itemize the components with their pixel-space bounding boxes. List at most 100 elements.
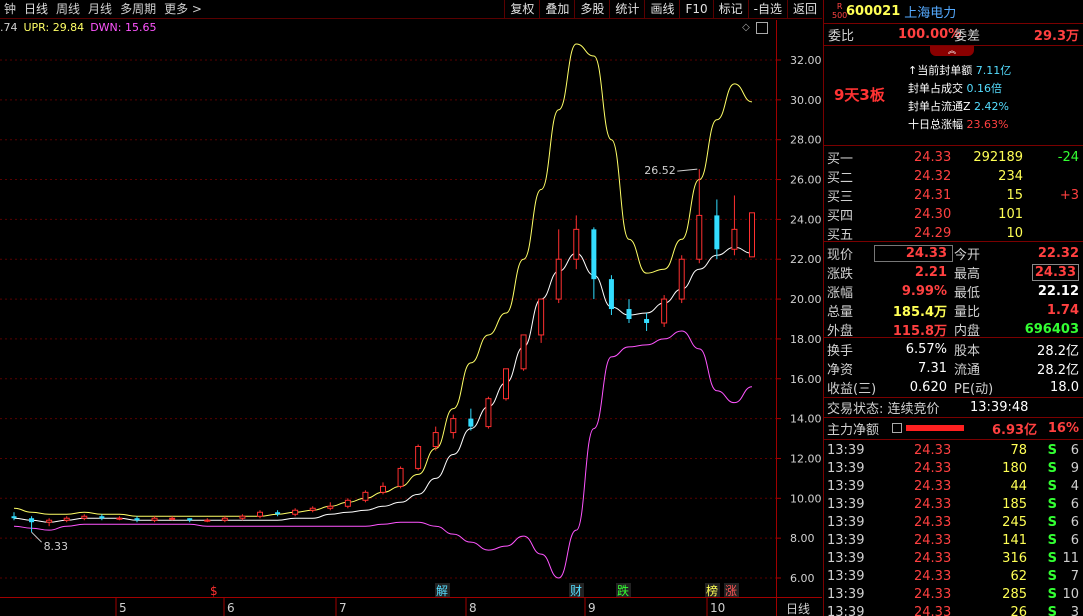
event-marker-bg: [435, 583, 450, 597]
orderbook-row[interactable]: 买四 24.30 101: [824, 205, 1083, 224]
y-tick-label: 8.00: [790, 532, 815, 545]
stock-header: R 500 600021 上海电力: [824, 0, 1083, 24]
tick-price: 24.33: [914, 586, 952, 602]
tick-count: 6: [1070, 514, 1079, 530]
tick-time: 13:39: [827, 514, 865, 530]
period-tab-monthly[interactable]: 月线: [88, 1, 113, 16]
low-price-arrow: [31, 531, 42, 543]
candle-body-up: [81, 515, 88, 519]
maximize-icon[interactable]: [756, 22, 768, 34]
kline-chart[interactable]: 32.00 30.00 28.00 26.00 24.00 22.00 20.00 18.00…: [0, 20, 822, 616]
y-tick-label: 32.00: [790, 54, 822, 67]
period-tabs: 钟 日线 周线 月线 多周期 更多 >: [0, 0, 206, 19]
collapse-icon[interactable]: ︽: [930, 46, 974, 56]
period-tab-minute[interactable]: 钟: [4, 1, 17, 16]
adjust-button[interactable]: 复权: [504, 0, 539, 19]
candle-body-up: [362, 491, 369, 501]
tick-side: S: [1047, 478, 1057, 494]
list-icon[interactable]: [892, 423, 902, 433]
period-tab-weekly[interactable]: 周线: [56, 1, 81, 16]
price-box: [874, 245, 953, 262]
seal-line-value: 23.63%: [966, 118, 1009, 131]
event-marker[interactable]: 财: [570, 584, 582, 598]
orderbook-label: 买五: [827, 228, 854, 243]
tick-count: 7: [1070, 568, 1079, 584]
fundamental-row: 换手 6.57% 股本 28.2亿: [824, 340, 1083, 359]
back-button[interactable]: 返回: [786, 0, 822, 19]
fundamentals: 换手 6.57% 股本 28.2亿 净资 7.31 流通 28.2亿 收益(三) 0.620 PE(…: [824, 338, 1083, 398]
weibi-value: 100.00%: [898, 27, 962, 42]
tick-time: 13:39: [827, 604, 865, 616]
tick-row: 13:39 24.33 245 S 6: [824, 513, 1083, 531]
orderbook-row[interactable]: 买五 24.29 10: [824, 224, 1083, 243]
event-marker[interactable]: 榜: [706, 583, 718, 598]
main-flow-bar: [906, 425, 964, 431]
tick-price: 24.33: [914, 496, 952, 512]
quote-label: 最高: [954, 267, 981, 282]
diamond-icon[interactable]: ◇: [742, 22, 750, 33]
weibi-row: 委比 100.00% 委差 29.3万: [824, 24, 1083, 46]
tick-side: S: [1047, 496, 1057, 512]
tick-time: 13:39: [827, 496, 865, 512]
quote-row: 涨幅 9.99% 最低 22.12: [824, 282, 1083, 301]
candle-body-down: [187, 518, 193, 521]
quote-value: 22.12: [1037, 284, 1079, 299]
quote-label: 涨幅: [827, 286, 854, 301]
f10-button[interactable]: F10: [679, 0, 712, 19]
tick-count: 10: [1062, 586, 1079, 602]
seal-line: 封单占流通Z 2.42%: [908, 98, 1011, 116]
candle-body-up: [450, 418, 457, 434]
quote-label: 外盘: [827, 324, 854, 339]
candle-body-up: [415, 446, 422, 469]
tick-volume: 245: [1002, 514, 1027, 530]
tick-side: S: [1047, 532, 1057, 548]
tick-list[interactable]: 13:39 24.33 78 S 6 13:39 24.33 180 S 9 13:39 24.33 4…: [824, 440, 1083, 616]
orderbook-row[interactable]: 买一 24.33 292189 -24: [824, 148, 1083, 167]
orderbook-price: 24.32: [914, 169, 952, 184]
fundamental-value: 7.31: [918, 361, 947, 376]
trading-state-time: 13:39:48: [970, 400, 1029, 415]
quote-value: 1.74: [1046, 303, 1079, 318]
period-tab-more[interactable]: 更多 >: [164, 1, 202, 16]
candle-body-up: [678, 258, 685, 300]
quote-value: 696403: [1024, 322, 1079, 337]
tick-side: S: [1047, 604, 1057, 616]
quote-label: 涨跌: [827, 267, 854, 282]
stats-button[interactable]: 统计: [609, 0, 644, 19]
period-tab-multi[interactable]: 多周期: [120, 1, 157, 16]
candle-body-up: [151, 517, 158, 521]
event-marker[interactable]: 涨: [725, 583, 737, 598]
month-label: 6: [227, 601, 235, 615]
orderbook-row[interactable]: 买二 24.32 234: [824, 167, 1083, 186]
quote-label: 今开: [954, 248, 981, 263]
tick-row: 13:39 24.33 26 S 3: [824, 603, 1083, 616]
candle-body-up: [380, 485, 386, 493]
chart-toolbar: 钟 日线 周线 月线 多周期 更多 > 复权 叠加 多股 统计 画线 F10 标…: [0, 0, 822, 19]
tick-count: 6: [1070, 532, 1079, 548]
fundamental-label: 换手: [827, 344, 854, 359]
tick-volume: 62: [1010, 568, 1027, 584]
event-marker[interactable]: 解: [436, 584, 448, 598]
period-tab-daily[interactable]: 日线: [24, 1, 49, 16]
event-marker[interactable]: 跌: [617, 583, 629, 598]
orderbook-volume: 15: [1006, 188, 1023, 203]
fundamental-value: 28.2亿: [1037, 344, 1079, 359]
tick-time: 13:39: [827, 550, 865, 566]
quote-row: 总量 185.4万 量比 1.74: [824, 301, 1083, 320]
mark-button[interactable]: 标记: [712, 0, 748, 19]
orderbook-row[interactable]: 买三 24.31 15 +3: [824, 186, 1083, 205]
seal-line: 十日总涨幅 23.63%: [908, 116, 1011, 134]
draw-line-button[interactable]: 画线: [644, 0, 679, 19]
candle-body-down: [99, 516, 105, 519]
tick-row: 13:39 24.33 44 S 4: [824, 477, 1083, 495]
tick-price: 24.33: [914, 568, 952, 584]
seal-line-key: 封单占流通Z: [908, 100, 975, 113]
stock-name[interactable]: 上海电力: [904, 6, 957, 21]
orderbook-label: 买四: [827, 209, 854, 224]
overlay-button[interactable]: 叠加: [539, 0, 574, 19]
orderbook-volume: 101: [998, 207, 1023, 222]
event-marker[interactable]: $: [210, 584, 218, 598]
multi-stock-button[interactable]: 多股: [574, 0, 609, 19]
tick-row: 13:39 24.33 62 S 7: [824, 567, 1083, 585]
remove-watchlist-button[interactable]: -自选: [747, 0, 787, 19]
